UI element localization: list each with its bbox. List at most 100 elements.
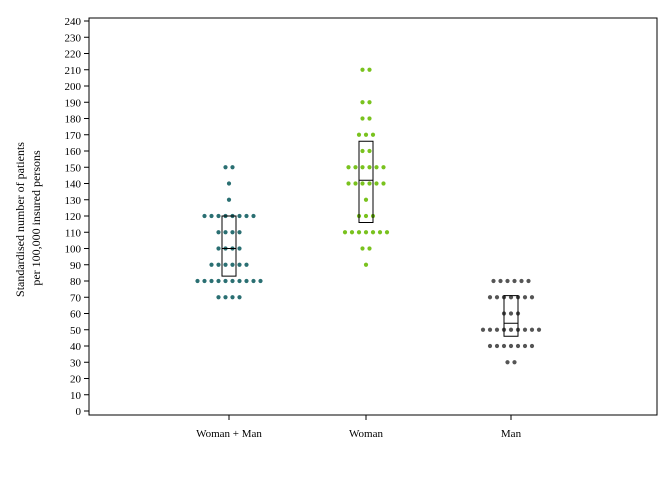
data-point [512,278,517,284]
y-tick-label: 180 [65,114,82,126]
data-point [244,278,249,284]
x-tick-label: Man [501,428,522,440]
data-point [374,165,379,170]
data-point [367,100,372,105]
y-tick-label: 230 [65,32,82,44]
box [503,295,519,337]
data-point [209,213,214,219]
data-point [230,230,235,235]
data-point [529,343,535,349]
data-point [223,295,228,300]
x-tick-label: Woman + Man [196,428,262,440]
data-point [363,213,369,219]
data-point [498,278,503,284]
data-point [223,278,228,284]
y-tick-label: 210 [65,65,82,77]
data-point [536,327,542,332]
x-tick-label: Woman [349,428,383,440]
data-point [202,278,207,284]
data-point [384,230,390,235]
data-point [508,327,514,332]
data-point [494,327,500,332]
data-point [515,343,521,349]
data-point [522,295,528,300]
data-point [367,148,372,154]
data-point [374,181,379,186]
y-tick-label: 60 [70,309,82,321]
data-point [216,230,221,235]
data-point [487,343,493,349]
data-point [237,213,242,219]
data-point [216,262,221,267]
y-tick-label: 50 [70,325,82,337]
y-tick-label: 220 [65,49,82,61]
data-point [223,262,228,267]
data-point [237,278,242,284]
data-point [360,100,365,105]
y-tick-label: 240 [65,16,82,28]
data-point [230,165,235,170]
data-point [258,278,263,284]
data-point [360,165,365,170]
y-axis-title-line-1: Standardised number of patients [13,142,27,297]
y-tick-label: 0 [76,406,82,418]
data-point [202,213,207,219]
box [358,140,374,223]
data-point [360,246,365,251]
data-point [381,181,386,186]
data-point [480,327,486,332]
data-point [226,181,232,186]
data-point [501,343,507,349]
data-point [223,165,228,170]
data-point [216,246,221,251]
data-point [230,278,235,284]
data-point [360,116,365,121]
y-tick-label: 160 [65,146,82,158]
x-axis: Woman + Man Woman Man [196,415,522,440]
data-point [367,116,372,121]
data-point [505,360,510,365]
y-axis: 0 10 20 30 40 50 60 70 80 90 100 110 120 130 140 150 160… [65,16,89,418]
data-point [346,165,351,170]
data-point [522,327,528,332]
y-tick-label: 120 [65,211,82,223]
data-point [251,213,256,219]
data-point [230,262,235,267]
data-point [353,165,358,170]
data-point [346,181,351,186]
data-point [370,132,376,137]
y-tick-label: 70 [70,292,82,304]
data-point [226,197,232,202]
data-point [195,278,200,284]
dot-series [195,67,542,365]
data-point [363,197,369,202]
data-point [244,262,249,267]
data-point [223,230,228,235]
data-point [209,262,214,267]
data-point [491,278,496,284]
box [221,215,237,277]
y-tick-label: 20 [70,374,82,386]
y-axis-title: Standardised number of patients per 100,… [13,139,43,297]
data-point [529,327,535,332]
y-tick-label: 40 [70,341,82,353]
data-point [381,165,386,170]
data-point [494,295,500,300]
data-point [508,295,514,300]
y-tick-label: 170 [65,130,82,142]
data-point [356,132,362,137]
y-tick-label: 90 [70,260,82,272]
data-point [244,213,249,219]
data-point [370,230,376,235]
y-axis-title-line-2: per 100,000 insured persons [29,150,43,286]
data-point [529,295,535,300]
y-tick-label: 140 [65,179,82,191]
data-point [353,181,358,186]
data-point [237,230,242,235]
data-point [349,230,355,235]
data-point [505,278,510,284]
y-tick-label: 100 [65,244,82,256]
y-tick-label: 150 [65,162,82,174]
data-point [508,311,514,316]
